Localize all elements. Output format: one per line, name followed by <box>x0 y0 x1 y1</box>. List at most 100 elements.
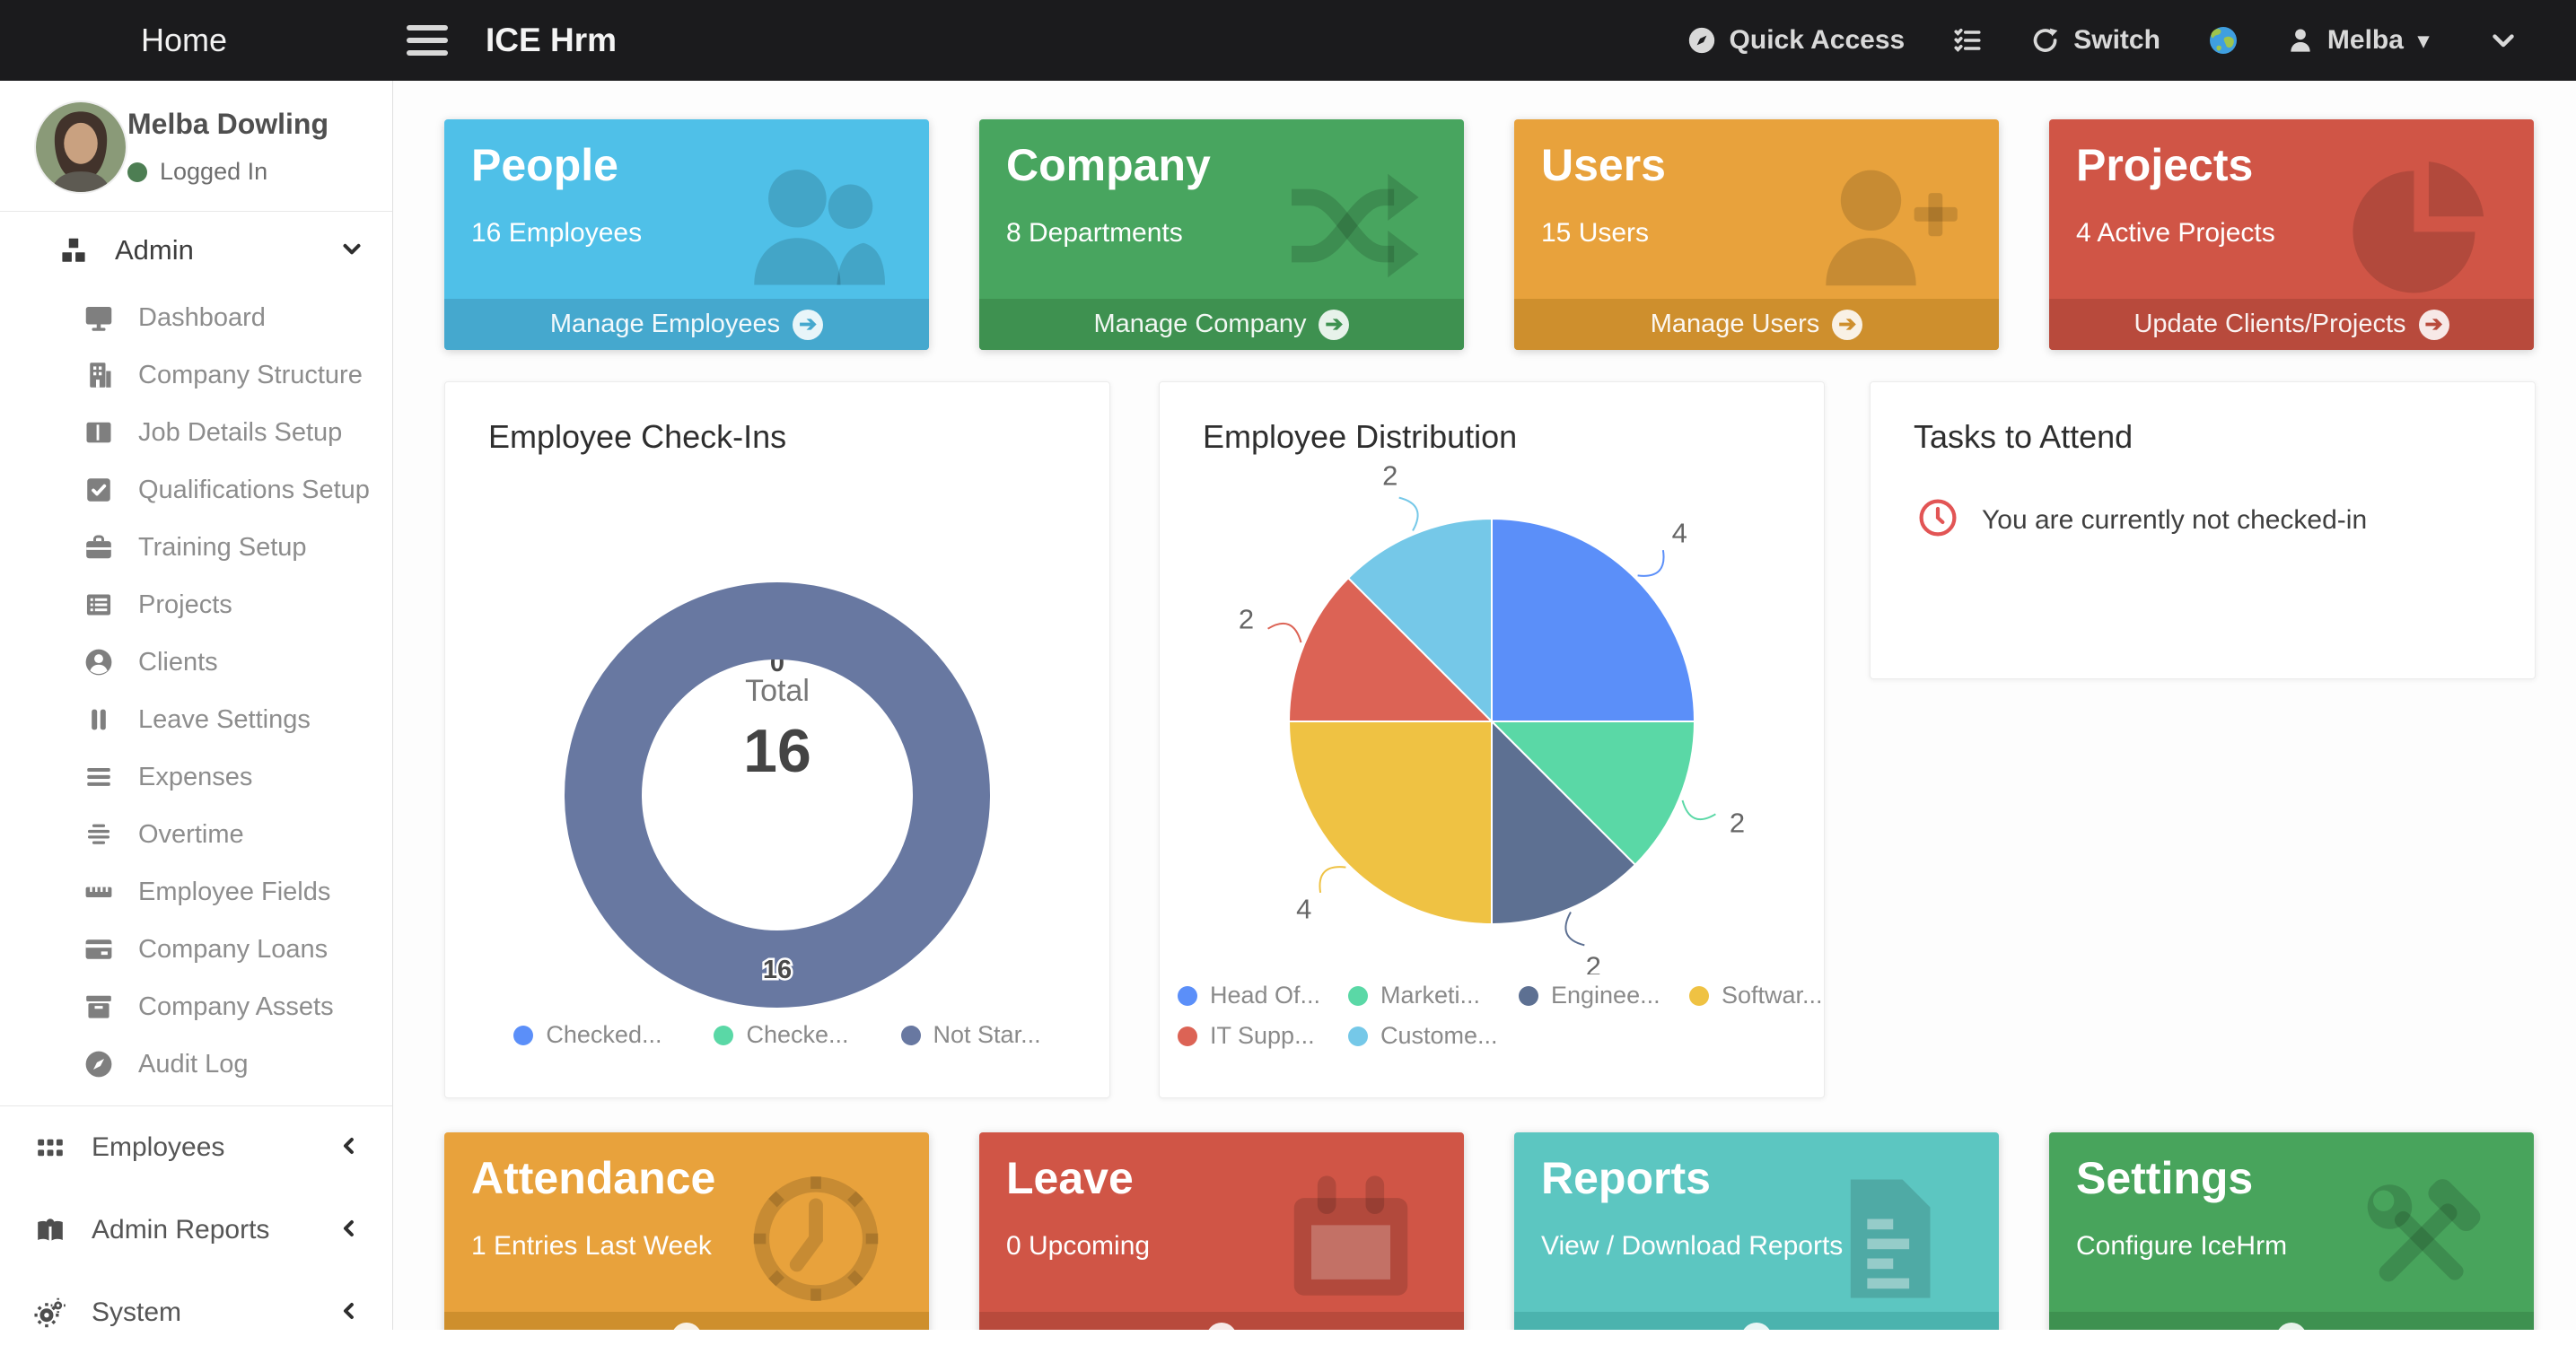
people-card[interactable]: People 16 Employees Manage Employees ➔ <box>444 119 929 350</box>
legend-item[interactable]: Checke... <box>714 1021 849 1049</box>
legend-dot <box>1348 985 1368 1006</box>
arrow-right-icon: ➔ <box>671 1322 702 1330</box>
arrow-right-icon: ➔ <box>1741 1322 1772 1330</box>
attendance-card[interactable]: Attendance 1 Entries Last Week ➔ <box>444 1132 929 1330</box>
sidebar-item-training-setup[interactable]: Training Setup <box>0 519 392 576</box>
user-plus-icon <box>1796 152 1976 300</box>
panel-title: Employee Distribution <box>1203 418 1518 455</box>
projects-card[interactable]: Projects 4 Active Projects Update Client… <box>2049 119 2534 350</box>
legend-item[interactable]: Marketi... <box>1348 982 1519 1009</box>
update-clients-projects-button[interactable]: Update Clients/Projects ➔ <box>2049 299 2534 350</box>
task-list-button[interactable] <box>1951 24 1984 57</box>
legend-label: Not Star... <box>933 1021 1041 1048</box>
sidebar-item-company-loans[interactable]: Company Loans <box>0 921 392 978</box>
legend-item[interactable]: Not Star... <box>900 1021 1041 1049</box>
sidebar-item-label: Training Setup <box>138 532 307 562</box>
legend-item[interactable]: Custome... <box>1348 1022 1519 1050</box>
reports-card[interactable]: Reports View / Download Reports ➔ <box>1514 1132 1999 1330</box>
sidebar-item-expenses[interactable]: Expenses <box>0 748 392 806</box>
sidebar-group-admin-reports[interactable]: Admin Reports <box>0 1189 392 1271</box>
grid-icon <box>34 1131 66 1164</box>
sidebar-item-leave-settings[interactable]: Leave Settings <box>0 691 392 748</box>
columns-icon <box>83 416 115 449</box>
footer-label: Update Clients/Projects <box>2134 310 2406 338</box>
legend-dot <box>513 1025 534 1045</box>
credit-card-icon <box>83 933 115 965</box>
status-label: Logged In <box>160 158 268 185</box>
avatar[interactable] <box>34 100 127 194</box>
sidebar-item-dashboard[interactable]: Dashboard <box>0 289 392 346</box>
settings-footer-button[interactable]: ➔ <box>2049 1312 2534 1330</box>
app-brand: ICE Hrm <box>486 22 618 58</box>
archive-icon <box>83 991 115 1023</box>
user-icon <box>2286 26 2315 55</box>
nav-home-link[interactable]: Home <box>141 22 228 58</box>
sidebar-item-company-assets[interactable]: Company Assets <box>0 978 392 1035</box>
compass-icon <box>83 1048 115 1080</box>
legend-dot <box>1178 1026 1197 1046</box>
leave-footer-button[interactable]: ➔ <box>979 1312 1464 1330</box>
leave-card[interactable]: Leave 0 Upcoming ➔ <box>979 1132 1464 1330</box>
manage-company-button[interactable]: Manage Company ➔ <box>979 299 1464 350</box>
attendance-footer-button[interactable]: ➔ <box>444 1312 929 1330</box>
people-icon <box>726 152 906 300</box>
sidebar-item-overtime[interactable]: Overtime <box>0 806 392 863</box>
card-subtitle: 1 Entries Last Week <box>471 1231 712 1261</box>
sidebar-group-employees[interactable]: Employees <box>0 1106 392 1189</box>
tools-icon <box>2331 1165 2510 1313</box>
legend-item[interactable]: Enginee... <box>1519 982 1689 1009</box>
footer-label: Manage Company <box>1093 310 1307 338</box>
sidebar-group-system[interactable]: System <box>0 1271 392 1354</box>
legend-item[interactable]: Head Of... <box>1178 982 1348 1009</box>
distribution-legend: Head Of... Marketi... Enginee... Softwar… <box>1178 982 1824 1050</box>
settings-card[interactable]: Settings Configure IceHrm ➔ <box>2049 1132 2534 1330</box>
sidebar-item-label: Leave Settings <box>138 704 311 734</box>
company-card[interactable]: Company 8 Departments Manage Company ➔ <box>979 119 1464 350</box>
compass-icon <box>1687 25 1717 56</box>
pause-icon <box>83 703 115 736</box>
sidebar-item-label: Company Structure <box>138 360 363 389</box>
reports-footer-button[interactable]: ➔ <box>1514 1312 1999 1330</box>
ruler-icon <box>83 876 115 908</box>
topbar-actions: Quick Access Switch Melba ▾ <box>1687 23 2520 57</box>
employee-distribution-panel: Employee Distribution 4 2 2 4 2 2 Head Of... … <box>1159 381 1825 1098</box>
users-card[interactable]: Users 15 Users Manage Users ➔ <box>1514 119 1999 350</box>
legend-item[interactable]: IT Supp... <box>1178 1022 1348 1050</box>
language-globe-icon[interactable] <box>2207 24 2239 57</box>
collapse-header-button[interactable] <box>2486 23 2520 57</box>
manage-employees-button[interactable]: Manage Employees ➔ <box>444 299 929 350</box>
legend-item[interactable]: Softwar... <box>1689 982 1824 1009</box>
quick-access-label: Quick Access <box>1729 25 1906 55</box>
top-navigation-bar: Home ICE Hrm Quick Access Switch <box>0 0 2576 81</box>
card-title: Reports <box>1541 1153 1711 1203</box>
sidebar-item-projects[interactable]: Projects <box>0 576 392 633</box>
quick-access-button[interactable]: Quick Access <box>1687 25 1906 56</box>
document-icon <box>1796 1165 1976 1313</box>
sidebar-item-qualifications-setup[interactable]: Qualifications Setup <box>0 461 392 519</box>
sidebar-item-label: Company Loans <box>138 934 329 964</box>
legend-dot <box>1519 985 1538 1006</box>
sidebar-item-label: Dashboard <box>138 302 266 332</box>
sidebar-item-company-structure[interactable]: Company Structure <box>0 346 392 404</box>
manage-users-button[interactable]: Manage Users ➔ <box>1514 299 1999 350</box>
bars-icon <box>83 761 115 793</box>
legend-item[interactable]: Checked... <box>513 1021 662 1049</box>
sidebar-item-employee-fields[interactable]: Employee Fields <box>0 863 392 921</box>
clock-icon <box>726 1165 906 1313</box>
sidebar-item-audit-log[interactable]: Audit Log <box>0 1035 392 1093</box>
sidebar-group-admin[interactable]: Admin <box>0 212 392 289</box>
arrow-right-icon: ➔ <box>1206 1322 1237 1330</box>
footer-label: Manage Employees <box>549 310 781 338</box>
chevron-left-icon <box>337 1298 362 1328</box>
pie-chart-icon <box>2331 152 2510 300</box>
card-subtitle: View / Download Reports <box>1541 1231 1844 1261</box>
clock-alert-icon <box>1917 497 1958 543</box>
user-menu[interactable]: Melba ▾ <box>2286 25 2429 56</box>
menu-toggle-icon[interactable] <box>407 25 449 56</box>
main-content: People 16 Employees Manage Employees ➔ C… <box>393 81 2576 1330</box>
sidebar-item-clients[interactable]: Clients <box>0 633 392 691</box>
legend-label: Head Of... <box>1210 982 1321 1009</box>
legend-label: Enginee... <box>1551 982 1660 1009</box>
switch-button[interactable]: Switch <box>2030 25 2160 56</box>
sidebar-item-job-details-setup[interactable]: Job Details Setup <box>0 404 392 461</box>
